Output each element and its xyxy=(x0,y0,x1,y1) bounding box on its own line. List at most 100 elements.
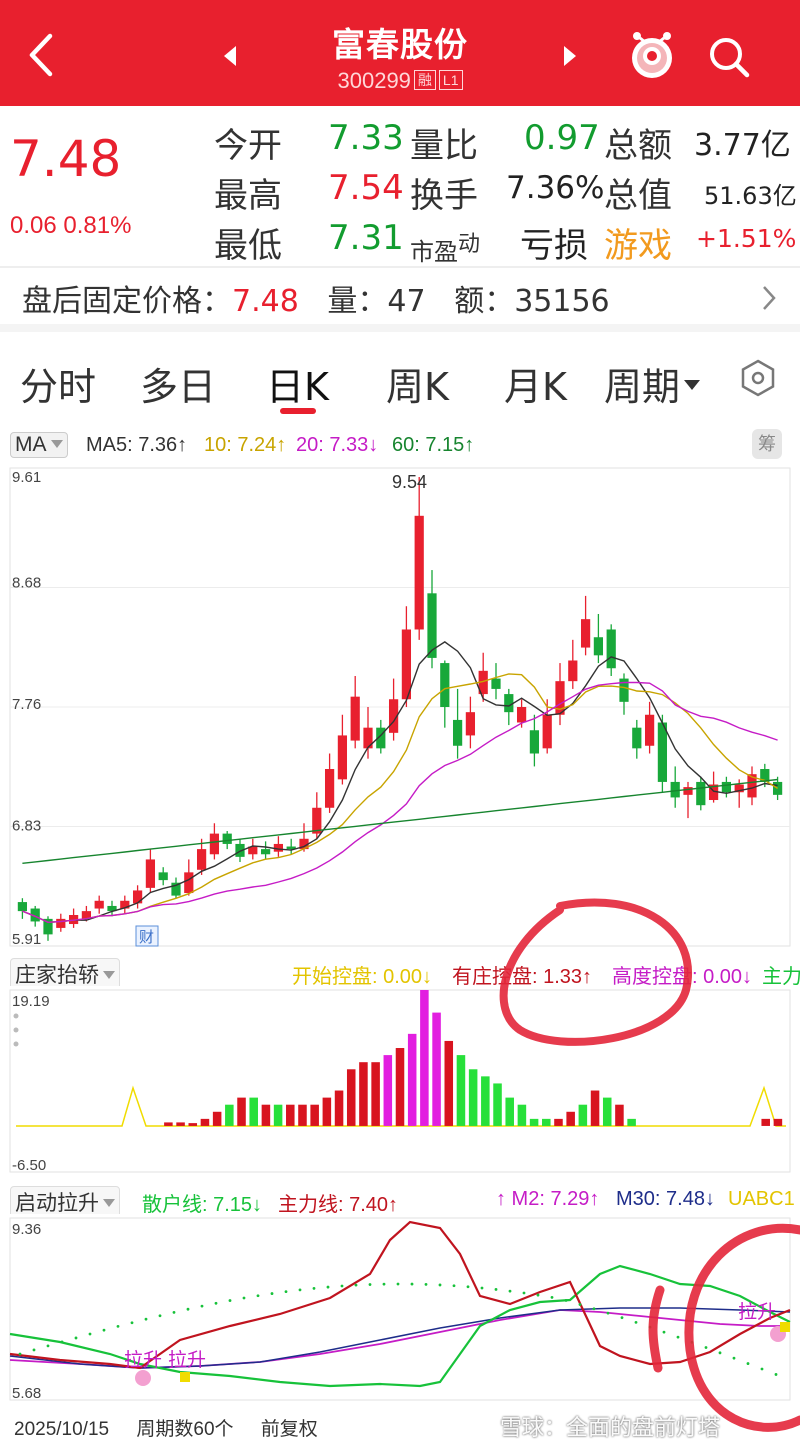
zhuangjia-chip[interactable]: 庄家抬轿 xyxy=(10,958,120,986)
tab-monthly-k[interactable]: 月K xyxy=(504,365,567,409)
kline-axis-label: 9.61 xyxy=(12,469,41,486)
zhuangjia-chip-label: 庄家抬轿 xyxy=(15,964,99,986)
price-change: 0.06 0.81% xyxy=(10,212,131,240)
candle-body xyxy=(324,769,335,808)
bottom-info-row: 2025/10/15 周期数60个 前复权 xyxy=(14,1414,340,1441)
after-hours-vol-label: 量： xyxy=(327,284,388,319)
sector-name[interactable]: 游戏 xyxy=(604,226,672,266)
dotted-line-point xyxy=(214,1301,218,1305)
ind1-bar xyxy=(176,1122,185,1126)
dotted-line-point xyxy=(774,1373,778,1376)
dotted-line-point xyxy=(116,1325,120,1328)
main-line-value: 主力线: 7.40↑ xyxy=(278,1194,399,1214)
ind1-bar xyxy=(602,1097,612,1126)
dotted-line-point xyxy=(746,1362,750,1365)
dotted-line-point xyxy=(172,1310,176,1314)
candle-body xyxy=(529,730,540,754)
kline-chart[interactable]: 9.61 8.68 7.76 6.83 5.91 9.54 财 xyxy=(0,462,800,952)
dotted-line-point xyxy=(130,1321,134,1325)
zhuangjia-chart[interactable]: 19.19 -6.50 xyxy=(0,986,800,1182)
ind2-axis-top: 9.36 xyxy=(12,1221,41,1238)
ind1-bar xyxy=(225,1104,234,1126)
ind1-bar xyxy=(359,1062,368,1126)
ind1-bar xyxy=(432,1012,441,1126)
candle-body xyxy=(708,784,719,801)
dotted-line-point xyxy=(382,1282,386,1286)
adjust-mode[interactable]: 前复权 xyxy=(260,1419,318,1440)
candle-body xyxy=(235,843,245,857)
after-hours-amt: 35156 xyxy=(514,284,610,319)
chip-distribution-button[interactable]: 筹 xyxy=(752,429,782,459)
dotted-line-point xyxy=(732,1356,736,1360)
stock-code: 300299 xyxy=(337,68,411,93)
candle-body xyxy=(248,846,258,855)
back-icon[interactable] xyxy=(22,30,62,80)
kline-axis-label: 7.76 xyxy=(12,696,41,713)
open-label: 今开 xyxy=(214,126,282,166)
dotted-line-point xyxy=(564,1299,568,1302)
lift-label: 拉升 xyxy=(124,1349,162,1371)
ind1-bar xyxy=(761,1118,770,1126)
candle-body xyxy=(593,637,604,656)
prev-stock-icon[interactable] xyxy=(220,44,240,68)
ma5-value: MA5: 7.36↑ xyxy=(86,434,188,456)
candle-body xyxy=(580,619,591,648)
candle-body xyxy=(56,918,66,928)
ind1-bar xyxy=(517,1104,527,1126)
sector-change: +1.51% xyxy=(696,224,797,253)
dotted-line-point xyxy=(662,1330,666,1334)
margin-tag: 融 xyxy=(413,70,436,90)
ma-chip[interactable]: MA xyxy=(10,432,68,458)
dotted-line-point xyxy=(704,1346,708,1349)
chevron-right-icon[interactable] xyxy=(760,284,778,312)
tab-weekly-k[interactable]: 周K xyxy=(386,365,449,409)
snowball-mascot-icon[interactable] xyxy=(628,28,676,80)
main-force-label: 主力 xyxy=(762,966,800,986)
level-tag: L1 xyxy=(438,70,463,90)
ind1-bar xyxy=(542,1118,551,1126)
settings-hexagon-icon[interactable] xyxy=(738,358,778,398)
dotted-line-point xyxy=(74,1336,78,1340)
dotted-line-point xyxy=(270,1292,274,1295)
dotted-line-point xyxy=(466,1285,470,1289)
m30-value: M30: 7.48↓ xyxy=(616,1188,715,1210)
dotted-line-point xyxy=(200,1304,204,1308)
candle-body xyxy=(504,694,514,713)
low-label: 最低 xyxy=(214,226,282,266)
tab-period[interactable]: 周期 xyxy=(604,356,701,411)
dotted-line-point xyxy=(60,1340,64,1344)
tab-daily-k[interactable]: 日K xyxy=(266,365,329,409)
candle-body xyxy=(120,900,130,909)
ind1-bar xyxy=(493,1083,502,1126)
dotted-line-point xyxy=(508,1289,512,1293)
cai-badge-label: 财 xyxy=(139,929,154,946)
search-icon[interactable] xyxy=(706,34,752,80)
candle-body xyxy=(452,719,463,746)
caret-down-icon xyxy=(103,1199,115,1207)
ind1-bar xyxy=(615,1104,624,1126)
candle-body xyxy=(222,833,232,844)
ind1-bar xyxy=(346,1069,356,1126)
tab-multiday[interactable]: 多日 xyxy=(140,365,217,409)
candle-body xyxy=(30,908,40,922)
after-hours-row[interactable]: 盘后固定价格：7.48 量：47 额：35156 xyxy=(22,276,610,320)
main-force-line xyxy=(9,1220,791,1370)
dotted-line-point xyxy=(634,1320,638,1324)
candle-body xyxy=(184,872,194,894)
ma60-line xyxy=(22,778,778,864)
tab-period-label: 周期 xyxy=(604,365,681,409)
turnover-value: 7.36% xyxy=(506,170,605,206)
candle-body xyxy=(555,681,565,715)
kline-axis-label: 6.83 xyxy=(12,818,41,835)
yellow-marker xyxy=(780,1322,790,1332)
dotted-line-point xyxy=(522,1291,526,1295)
dotted-line-point xyxy=(494,1288,498,1291)
retail-line-value: 散户线: 7.15↓ xyxy=(142,1194,263,1214)
candle-body xyxy=(337,735,348,780)
qidong-chip[interactable]: 启动拉升 xyxy=(10,1186,120,1214)
tab-intraday[interactable]: 分时 xyxy=(20,365,97,409)
turnover-label: 换手 xyxy=(410,176,478,216)
candle-body xyxy=(644,714,655,746)
next-stock-icon[interactable] xyxy=(560,44,580,68)
